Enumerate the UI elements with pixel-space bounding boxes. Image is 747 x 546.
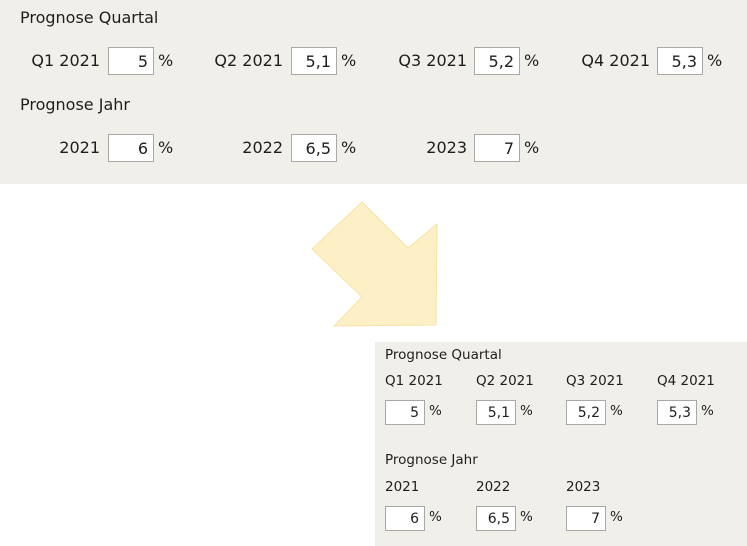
percent-unit: % <box>520 509 533 525</box>
quarter-label-q1: Q1 2021 <box>385 373 443 389</box>
year-input-2023[interactable] <box>566 506 606 531</box>
year-forecast-heading: Prognose Jahr <box>20 95 130 114</box>
year-label-2023: 2023 <box>426 138 467 157</box>
percent-unit: % <box>341 51 357 70</box>
quarter-forecast-heading: Prognose Quartal <box>20 8 159 27</box>
year-label-2023: 2023 <box>566 479 601 495</box>
forecast-panel-wide: Prognose Quartal Q1 2021 % Q2 2021 % Q3 … <box>0 0 747 184</box>
quarter-input-q2[interactable] <box>291 47 337 75</box>
quarter-label-q3: Q3 2021 <box>566 373 624 389</box>
arrow-shape <box>311 201 438 327</box>
percent-unit: % <box>158 51 174 70</box>
year-forecast-heading: Prognose Jahr <box>385 452 478 468</box>
percent-unit: % <box>158 138 174 157</box>
arrow-down-right-icon <box>311 201 438 327</box>
quarter-input-q4[interactable] <box>657 47 703 75</box>
year-input-2021[interactable] <box>385 506 425 531</box>
year-input-2022[interactable] <box>476 506 516 531</box>
quarter-label-q3: Q3 2021 <box>398 51 467 70</box>
quarter-label-q4: Q4 2021 <box>657 373 715 389</box>
percent-unit: % <box>701 403 714 419</box>
percent-unit: % <box>429 403 442 419</box>
quarter-forecast-heading: Prognose Quartal <box>385 347 502 363</box>
percent-unit: % <box>429 509 442 525</box>
percent-unit: % <box>341 138 357 157</box>
year-input-2023[interactable] <box>474 134 520 162</box>
quarter-input-q1[interactable] <box>385 400 425 425</box>
quarter-label-q1: Q1 2021 <box>31 51 100 70</box>
quarter-label-q4: Q4 2021 <box>581 51 650 70</box>
year-label-2021: 2021 <box>385 479 420 495</box>
percent-unit: % <box>520 403 533 419</box>
quarter-input-q1[interactable] <box>108 47 154 75</box>
quarter-input-q2[interactable] <box>476 400 516 425</box>
quarter-input-q3[interactable] <box>474 47 520 75</box>
percent-unit: % <box>610 403 623 419</box>
percent-unit: % <box>524 51 540 70</box>
quarter-label-q2: Q2 2021 <box>214 51 283 70</box>
quarter-input-q4[interactable] <box>657 400 697 425</box>
year-label-2022: 2022 <box>476 479 511 495</box>
percent-unit: % <box>610 509 623 525</box>
quarter-label-q2: Q2 2021 <box>476 373 534 389</box>
percent-unit: % <box>524 138 540 157</box>
year-input-2021[interactable] <box>108 134 154 162</box>
year-label-2021: 2021 <box>59 138 100 157</box>
year-input-2022[interactable] <box>291 134 337 162</box>
quarter-input-q3[interactable] <box>566 400 606 425</box>
year-label-2022: 2022 <box>242 138 283 157</box>
percent-unit: % <box>707 51 723 70</box>
forecast-panel-compact: Prognose Quartal Q1 2021 Q2 2021 Q3 2021… <box>375 342 747 546</box>
